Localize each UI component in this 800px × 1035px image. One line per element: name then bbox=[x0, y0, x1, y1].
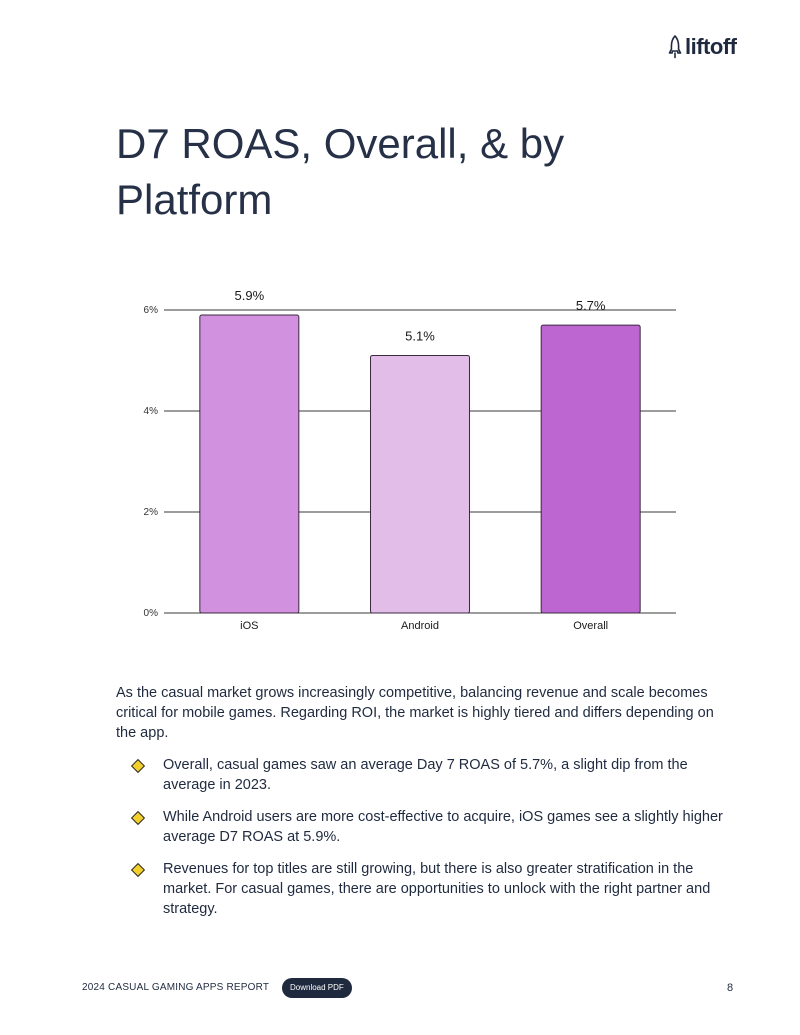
report-title: 2024 CASUAL GAMING APPS REPORT bbox=[82, 982, 270, 993]
bar bbox=[540, 324, 641, 614]
bullet-text: Overall, casual games saw an average Day… bbox=[163, 757, 688, 793]
diamond-bullet-icon bbox=[130, 810, 146, 826]
x-tick-label: Overall bbox=[573, 620, 608, 632]
intro-paragraph: As the casual market grows increasingly … bbox=[116, 685, 714, 741]
list-item: While Android users are more cost-effect… bbox=[116, 807, 741, 847]
list-item: Revenues for top titles are still growin… bbox=[116, 859, 741, 919]
diamond-bullet-icon bbox=[130, 758, 146, 774]
list-item: Overall, casual games saw an average Day… bbox=[116, 755, 741, 795]
bar bbox=[199, 314, 300, 614]
x-tick-label: iOS bbox=[240, 620, 258, 632]
diamond-bullet-icon bbox=[130, 862, 146, 878]
bullet-text: While Android users are more cost-effect… bbox=[163, 809, 723, 845]
data-label: 5.7% bbox=[576, 298, 606, 313]
bullet-list: Overall, casual games saw an average Day… bbox=[116, 755, 741, 919]
y-tick-label: 2% bbox=[144, 507, 159, 518]
page-title: D7 ROAS, Overall, & by Platform bbox=[116, 120, 565, 223]
y-tick-label: 0% bbox=[144, 608, 159, 619]
x-tick-label: Android bbox=[401, 620, 439, 632]
y-tick-label: 6% bbox=[144, 305, 159, 316]
bullet-text: Revenues for top titles are still growin… bbox=[163, 861, 711, 917]
roas-bar-chart: 0% 2% 4% 6% 5.9% iOS 5.1% Android 5.7% Overall bbox=[144, 288, 676, 632]
download-pdf-button[interactable]: Download PDF bbox=[282, 978, 352, 998]
brand-logo: liftoff bbox=[668, 34, 737, 60]
rocket-icon bbox=[668, 35, 682, 59]
logo-text: liftoff bbox=[685, 34, 737, 59]
bar bbox=[370, 354, 470, 614]
data-label: 5.9% bbox=[235, 288, 265, 303]
y-tick-label: 4% bbox=[144, 406, 159, 417]
page-number: 8 bbox=[727, 982, 734, 994]
data-label: 5.1% bbox=[405, 328, 435, 343]
